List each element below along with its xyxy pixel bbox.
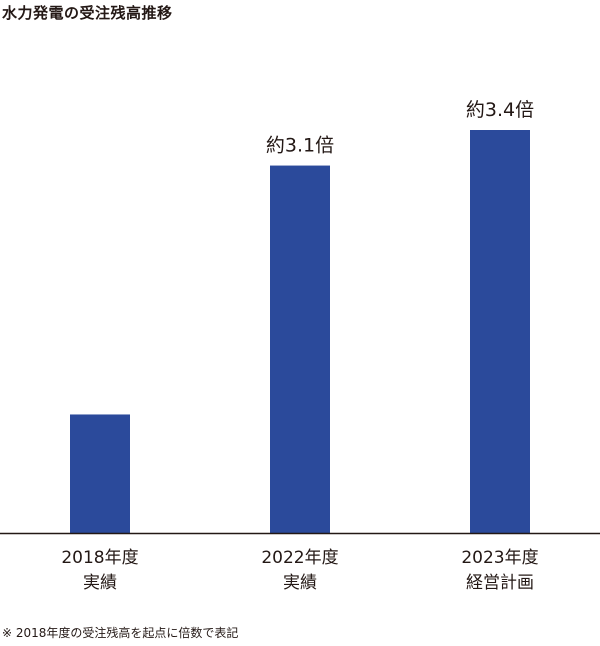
category-label-3-line-1: 2023年度 — [461, 548, 538, 568]
bar-1 — [70, 414, 130, 533]
category-label-2-line-2: 実績 — [283, 573, 317, 593]
data-label-3: 約3.4倍 — [466, 99, 534, 121]
category-label-2-line-1: 2022年度 — [261, 548, 338, 568]
category-label-3-line-2: 経営計画 — [466, 573, 534, 593]
chart-title: 水力発電の受注残高推移 — [2, 4, 173, 22]
category-label-1-line-1: 2018年度 — [61, 548, 138, 568]
bar-3 — [470, 130, 530, 533]
category-label-1-line-2: 実績 — [83, 573, 117, 593]
bar-2 — [270, 165, 330, 533]
data-label-2: 約3.1倍 — [266, 135, 334, 157]
footnote: ※ 2018年度の受注残高を起点に倍数で表記 — [2, 626, 239, 640]
